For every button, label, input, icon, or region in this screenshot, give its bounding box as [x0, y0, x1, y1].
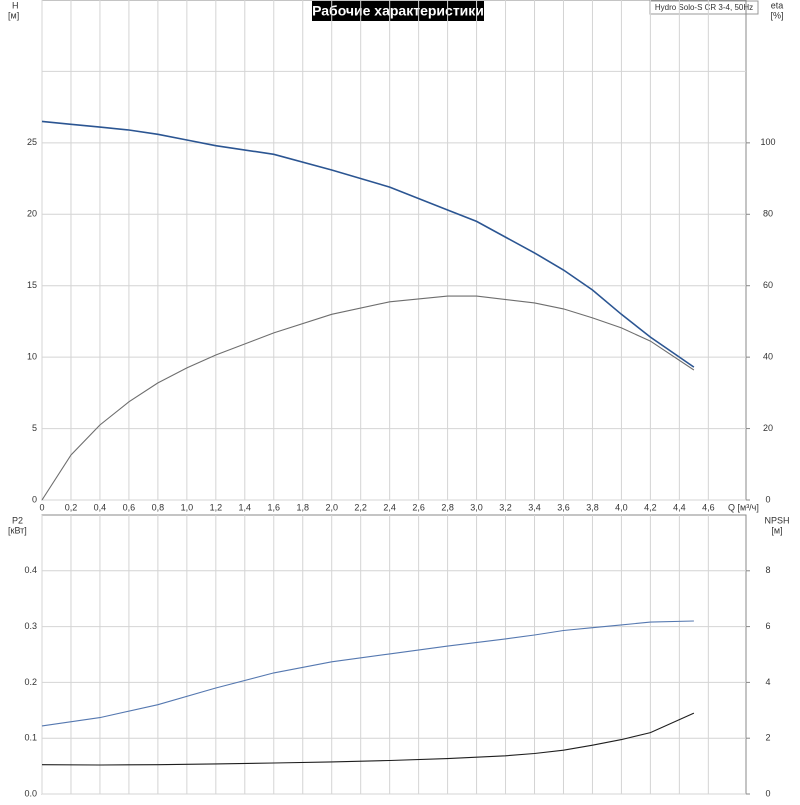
chart-title: Рабочие характеристики	[312, 3, 484, 19]
y-tick-label: 0.1	[24, 733, 37, 743]
y-axis-label: P2	[12, 515, 23, 525]
y-tick-label: 15	[27, 280, 37, 290]
y2-tick-label: 20	[763, 423, 773, 433]
chart-subtitle: Hydro Solo-S CR 3-4, 50Hz	[655, 3, 753, 12]
x-tick-label: 2,8	[441, 502, 454, 512]
y-tick-label: 0.2	[24, 677, 37, 687]
x-tick-label: 3,2	[499, 502, 512, 512]
series-line	[41, 295, 695, 501]
y-axis-label: H	[12, 0, 19, 10]
y2-tick-label: 8	[765, 565, 770, 575]
x-tick-label: 1,6	[268, 502, 281, 512]
y-axis-unit: [кВт]	[8, 525, 27, 535]
x-tick-label: 3,4	[528, 502, 541, 512]
y2-tick-label: 80	[763, 209, 773, 219]
x-tick-label: 1,2	[210, 502, 223, 512]
x-tick-label: 2,2	[354, 502, 367, 512]
x-tick-label: 1,8	[296, 502, 309, 512]
x-tick-label: 3,6	[557, 502, 570, 512]
y2-tick-label: 60	[763, 280, 773, 290]
plot-area	[41, 514, 747, 795]
x-tick-label: 0,4	[94, 502, 107, 512]
x-tick-label: 3,8	[586, 502, 599, 512]
x-tick-label: 0,8	[152, 502, 165, 512]
x-tick-label: 2,6	[412, 502, 425, 512]
y2-axis-label: eta	[771, 0, 784, 10]
x-tick-label: 1,0	[181, 502, 194, 512]
title-box	[312, 1, 484, 21]
y2-tick-label: 100	[760, 137, 775, 147]
series-line	[41, 120, 695, 368]
y2-tick-label: 0	[765, 494, 770, 504]
y-tick-label: 0	[32, 494, 37, 504]
y-tick-label: 10	[27, 352, 37, 362]
x-tick-label: 0,2	[65, 502, 78, 512]
y2-tick-label: 6	[765, 621, 770, 631]
y-tick-label: 25	[27, 137, 37, 147]
x-tick-label: 4,4	[673, 502, 686, 512]
y-tick-label: 0.4	[24, 565, 37, 575]
y2-axis-unit: [м]	[771, 525, 782, 535]
x-tick-label: 4,6	[702, 502, 715, 512]
x-tick-label: 0	[39, 502, 44, 512]
y-tick-label: 5	[32, 423, 37, 433]
x-tick-label: 3,0	[470, 502, 483, 512]
y2-tick-label: 4	[765, 677, 770, 687]
series-line	[41, 712, 695, 766]
x-tick-label: 0,6	[123, 502, 136, 512]
x-tick-label: 2,4	[383, 502, 396, 512]
series-line	[41, 620, 694, 727]
x-tick-label: 2,0	[325, 502, 338, 512]
y-tick-label: 0.0	[24, 788, 37, 798]
y2-axis-label: NPSH	[764, 515, 789, 525]
plot-area	[41, 0, 747, 501]
y2-axis-unit: [%]	[770, 10, 783, 20]
y-tick-label: 20	[27, 209, 37, 219]
y2-tick-label: 40	[763, 352, 773, 362]
y2-tick-label: 2	[765, 733, 770, 743]
y-axis-unit: [м]	[8, 10, 19, 20]
x-tick-label: 4,0	[615, 502, 628, 512]
y2-tick-label: 0	[765, 788, 770, 798]
x-tick-label: 1,4	[239, 502, 252, 512]
x-axis-label: Q [м³/ч]	[728, 502, 759, 512]
y-tick-label: 0.3	[24, 621, 37, 631]
x-tick-label: 4,2	[644, 502, 657, 512]
